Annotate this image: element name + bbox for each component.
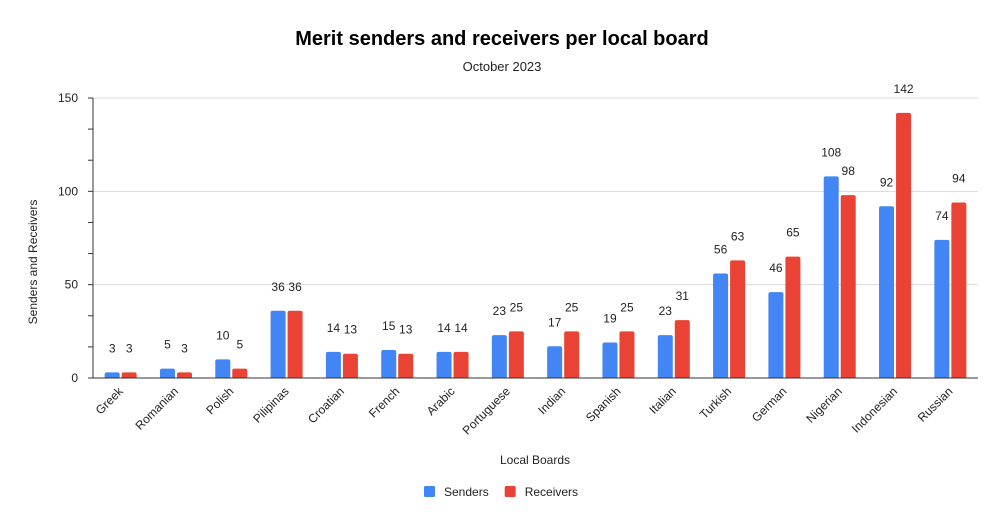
bar-receivers	[398, 353, 414, 378]
data-label: 5	[164, 338, 171, 352]
bar-senders	[657, 335, 673, 378]
data-label: 14	[454, 321, 468, 335]
y-tick-label: 150	[58, 91, 78, 105]
data-label: 14	[327, 321, 341, 335]
x-tick-label: Polish	[203, 384, 236, 417]
bar-receivers	[840, 195, 856, 378]
x-tick-label: French	[366, 384, 402, 420]
x-tick-label: Turkish	[697, 384, 734, 421]
data-label: 17	[548, 315, 562, 329]
legend-swatch-senders	[424, 486, 435, 497]
legend-swatch-receivers	[504, 486, 516, 497]
x-tick-label: Nigerian	[803, 384, 845, 426]
data-label: 25	[620, 300, 634, 314]
bar-senders	[325, 351, 341, 378]
data-label: 10	[216, 328, 230, 342]
x-tick-label: Greek	[93, 384, 127, 418]
bar-senders	[215, 359, 231, 378]
data-label: 31	[676, 289, 690, 303]
bar-receivers	[674, 320, 690, 378]
data-label: 13	[399, 323, 413, 337]
data-label: 108	[821, 145, 841, 159]
data-label: 3	[126, 341, 133, 355]
bar-senders	[547, 346, 563, 378]
data-label: 142	[894, 82, 914, 96]
bar-senders	[104, 372, 120, 378]
x-tick-label: Romanian	[133, 384, 182, 433]
data-label: 3	[181, 341, 188, 355]
y-axis: 0 50 100 150	[58, 91, 94, 385]
data-label: 25	[510, 300, 524, 314]
x-tick-label: Pilipinas	[250, 384, 292, 426]
data-label: 3	[109, 341, 116, 355]
legend: Senders Receivers	[424, 485, 578, 499]
bar-receivers	[564, 331, 580, 378]
bar-receivers	[342, 353, 358, 378]
bar-receivers	[785, 256, 801, 378]
data-label: 19	[603, 312, 617, 326]
data-label: 36	[288, 280, 302, 294]
data-label: 65	[786, 226, 800, 240]
bar-receivers	[730, 260, 746, 378]
bar-senders	[159, 368, 175, 378]
bar-senders	[602, 342, 618, 378]
bars	[104, 112, 967, 378]
bar-receivers	[176, 372, 192, 378]
data-label: 13	[344, 323, 358, 337]
data-label: 15	[382, 319, 396, 333]
bar-senders	[270, 310, 286, 378]
bar-receivers	[232, 368, 248, 378]
bar-receivers	[951, 202, 967, 378]
data-label: 14	[437, 321, 451, 335]
bar-senders	[436, 351, 452, 378]
x-tick-label: Indian	[535, 384, 568, 417]
y-tick-label: 100	[58, 184, 78, 198]
bar-receivers	[508, 331, 524, 378]
data-label: 98	[842, 164, 856, 178]
chart-subtitle: October 2023	[463, 59, 542, 74]
data-label: 56	[714, 242, 728, 256]
data-label: 94	[952, 172, 966, 186]
data-label: 92	[880, 175, 894, 189]
bar-senders	[381, 350, 397, 378]
x-tick-label: German	[749, 384, 790, 425]
y-tick-label: 0	[71, 371, 78, 385]
x-tick-label: Italian	[646, 384, 679, 417]
bar-receivers	[287, 310, 303, 378]
x-tick-label: Croatian	[305, 384, 347, 426]
data-label: 5	[236, 338, 243, 352]
bar-senders	[768, 292, 784, 378]
legend-label-senders: Senders	[444, 485, 489, 499]
x-tick-label: Portuguese	[460, 384, 514, 438]
x-axis-title: Local Boards	[500, 453, 570, 467]
data-label: 74	[935, 209, 949, 223]
data-label: 46	[769, 261, 783, 275]
x-tick-label: Arabic	[424, 384, 458, 418]
bar-senders	[713, 273, 729, 378]
bar-senders	[823, 176, 839, 378]
y-tick-label: 50	[65, 278, 79, 292]
bar-senders	[934, 239, 950, 378]
data-label: 23	[493, 304, 507, 318]
bar-receivers	[121, 372, 137, 378]
bar-senders	[879, 206, 895, 378]
legend-label-receivers: Receivers	[525, 485, 578, 499]
x-tick-label: Indonesian	[849, 384, 900, 435]
x-tick-label: Russian	[915, 384, 956, 425]
y-axis-title: Senders and Receivers	[26, 200, 40, 325]
data-label: 63	[731, 229, 745, 243]
data-label: 36	[271, 280, 285, 294]
bar-receivers	[619, 331, 635, 378]
bar-receivers	[896, 112, 912, 378]
bar-receivers	[453, 351, 469, 378]
chart-title: Merit senders and receivers per local bo…	[295, 28, 709, 50]
data-label: 23	[659, 304, 673, 318]
x-tick-label: Spanish	[583, 384, 624, 425]
x-axis: Greek Romanian Polish Pilipinas Croatian Fren…	[93, 377, 978, 438]
bar-senders	[491, 335, 507, 378]
data-label: 25	[565, 300, 579, 314]
